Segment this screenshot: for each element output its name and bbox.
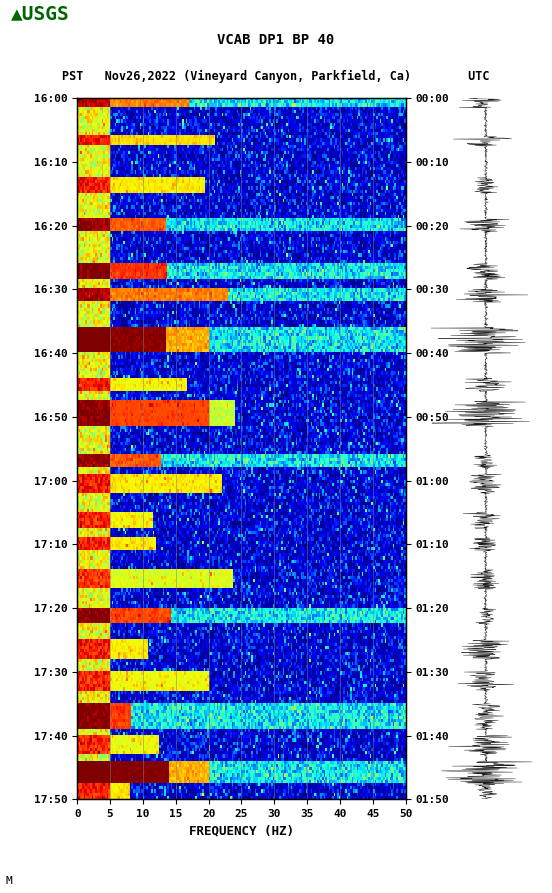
Text: M: M: [6, 876, 12, 886]
X-axis label: FREQUENCY (HZ): FREQUENCY (HZ): [189, 824, 294, 838]
Text: ▲USGS: ▲USGS: [11, 4, 70, 24]
Text: PST   Nov26,2022 (Vineyard Canyon, Parkfield, Ca)        UTC: PST Nov26,2022 (Vineyard Canyon, Parkfie…: [62, 71, 490, 83]
Text: VCAB DP1 BP 40: VCAB DP1 BP 40: [217, 33, 335, 46]
